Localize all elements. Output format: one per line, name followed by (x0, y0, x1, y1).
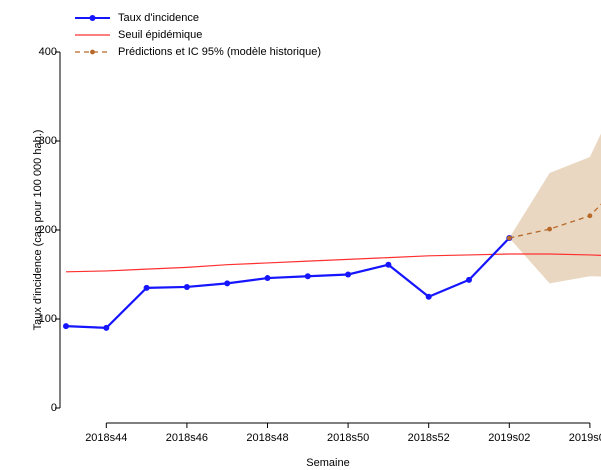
data-point (183, 283, 190, 290)
legend-label: Seuil épidémique (118, 29, 202, 41)
plot-area (63, 133, 601, 331)
line (65, 237, 511, 330)
data-point (304, 273, 311, 280)
y-tick-label: 300 (39, 135, 57, 147)
y-axis-label: Taux d'incidence (cas pour 100 000 hab.) (32, 130, 44, 331)
data-point (466, 276, 472, 283)
x-tick-label: 2019s02 (488, 432, 530, 444)
legend-marker (90, 49, 95, 55)
data-point (547, 226, 552, 232)
legend-label: Taux d'incidence (118, 12, 199, 24)
legend-label: Prédictions et IC 95% (modèle historique… (118, 46, 321, 58)
data-point (345, 271, 352, 278)
x-tick-label: 2019s04 (569, 432, 601, 444)
legend-marker (89, 15, 96, 21)
data-point (264, 275, 271, 282)
y-tick-label: 200 (39, 224, 57, 236)
x-tick-label: 2018s50 (327, 432, 369, 444)
data-point (143, 284, 150, 291)
data-point (63, 323, 69, 330)
ci-band (509, 133, 601, 284)
line (65, 253, 601, 273)
x-tick-label: 2018s46 (166, 432, 208, 444)
data-point (103, 324, 110, 331)
data-point (224, 280, 231, 287)
y-tick-label: 400 (39, 46, 57, 58)
x-axis-label: Semaine (306, 457, 349, 469)
data-point (385, 261, 392, 268)
data-point (425, 293, 432, 300)
x-tick-label: 2018s52 (408, 432, 450, 444)
x-tick-label: 2018s48 (246, 432, 288, 444)
data-point (587, 213, 593, 219)
x-tick-label: 2018s44 (85, 432, 127, 444)
y-tick-label: 100 (39, 313, 57, 325)
line (509, 203, 601, 239)
y-tick-label: 0 (51, 402, 57, 414)
data-point (506, 235, 512, 241)
